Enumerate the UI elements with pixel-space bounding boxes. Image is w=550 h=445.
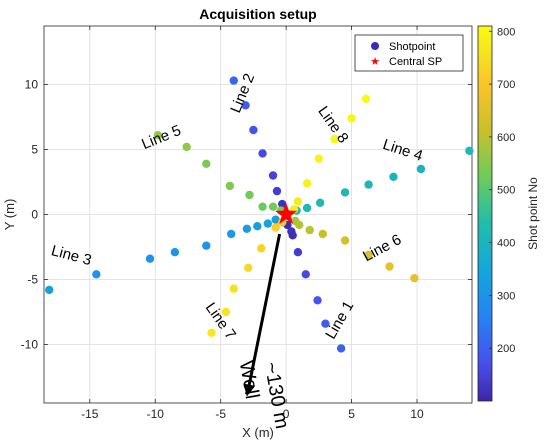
colorbar: 200 300 400 500 600 700 800 Shot point No bbox=[477, 25, 540, 402]
colorbar-tick-label: 300 bbox=[497, 290, 515, 302]
shotpoint bbox=[241, 101, 250, 110]
shotpoint bbox=[229, 76, 238, 85]
central-sp-star bbox=[274, 202, 298, 225]
shotpoint bbox=[272, 186, 282, 196]
shotpoint bbox=[257, 244, 266, 253]
shotpoint bbox=[416, 164, 426, 174]
shotpoint bbox=[410, 274, 419, 283]
shotpoint bbox=[361, 94, 371, 104]
colorbar-tick-label: 700 bbox=[497, 79, 515, 91]
shotpoint bbox=[315, 198, 325, 207]
x-tick-label: -15 bbox=[81, 407, 99, 421]
shotpoint bbox=[45, 285, 54, 295]
colorbar-gradient bbox=[477, 25, 493, 402]
shotpoint bbox=[314, 154, 324, 163]
y-tick-label: 0 bbox=[31, 208, 38, 222]
shotpoint bbox=[226, 229, 236, 239]
well-arrow-shaft bbox=[247, 233, 282, 386]
colorbar-label: Shot point No bbox=[526, 177, 540, 250]
shotpoint bbox=[202, 159, 211, 168]
colorbar-tick-label: 200 bbox=[497, 343, 515, 355]
shotpoint bbox=[293, 248, 303, 257]
well-arrow bbox=[243, 233, 282, 397]
shotpoint bbox=[288, 231, 297, 240]
shotpoint bbox=[340, 236, 350, 245]
legend-marker-shotpoint bbox=[371, 42, 379, 50]
shotpoint bbox=[249, 125, 258, 135]
shotpoint bbox=[318, 229, 327, 239]
well-arrow-head bbox=[243, 383, 256, 397]
colorbar-tick-label: 500 bbox=[497, 185, 515, 197]
shotpoint bbox=[153, 131, 163, 140]
x-axis-label: X (m) bbox=[242, 425, 274, 440]
shotpoint bbox=[295, 220, 304, 230]
x-tick-label: -10 bbox=[147, 407, 165, 421]
legend-label-shotpoint: Shotpoint bbox=[389, 41, 435, 53]
shotpoint bbox=[207, 328, 216, 337]
shotpoint bbox=[145, 254, 155, 263]
shotpoint bbox=[364, 250, 373, 259]
shotpoint bbox=[347, 114, 356, 123]
shotpoint bbox=[258, 202, 267, 211]
y-tick-label: -5 bbox=[27, 273, 38, 287]
shotpoint bbox=[330, 134, 339, 144]
shotpoint bbox=[302, 179, 312, 188]
shotpoint bbox=[302, 203, 312, 213]
shotpoint bbox=[364, 180, 373, 189]
x-tick-label: 10 bbox=[410, 407, 424, 421]
shotpoint bbox=[253, 222, 262, 231]
central-sp-marker bbox=[274, 202, 298, 225]
y-tick-label: 5 bbox=[31, 143, 38, 157]
x-tick-label: -5 bbox=[215, 407, 226, 421]
shotpoint bbox=[268, 171, 278, 180]
shotpoint bbox=[465, 146, 474, 155]
x-tick-label: 0 bbox=[283, 407, 290, 421]
axes-frame bbox=[43, 25, 473, 404]
shotpoint bbox=[336, 344, 346, 353]
shotpoint bbox=[271, 223, 280, 232]
shotpoint bbox=[340, 188, 350, 197]
y-tick-labels: -10 -5 0 5 10 bbox=[21, 78, 39, 352]
shotpoint bbox=[385, 262, 394, 271]
colorbar-tick-label: 800 bbox=[497, 26, 515, 38]
shotpoint bbox=[242, 224, 252, 233]
legend-marker-central-sp: ★ bbox=[370, 56, 380, 68]
shotpoint bbox=[225, 181, 235, 191]
shotpoint bbox=[245, 190, 254, 200]
shotpoint bbox=[293, 197, 303, 206]
shotpoint bbox=[92, 270, 101, 279]
grid bbox=[44, 26, 472, 403]
shotpoint bbox=[301, 270, 310, 279]
shotpoint bbox=[305, 225, 314, 235]
y-tick-label: 10 bbox=[25, 78, 39, 92]
shotpoint bbox=[243, 263, 253, 272]
legend-label-central-sp: Central SP bbox=[389, 56, 442, 68]
shotpoint bbox=[221, 307, 231, 317]
shotpoint bbox=[271, 215, 280, 224]
x-tick-labels: -15 -10 -5 0 5 10 bbox=[81, 407, 424, 421]
y-axis-label: Y (m) bbox=[2, 199, 17, 231]
shotpoint bbox=[389, 172, 398, 181]
shotpoint bbox=[170, 248, 180, 257]
shotpoint bbox=[278, 199, 287, 209]
chart-title: Acquisition setup bbox=[199, 6, 316, 22]
legend: Shotpoint ★ Central SP bbox=[354, 34, 464, 72]
shotpoint bbox=[263, 219, 273, 228]
shotpoint bbox=[202, 241, 211, 250]
y-tick-label: -10 bbox=[21, 338, 39, 352]
shotpoint bbox=[229, 284, 238, 293]
shotpoint bbox=[313, 296, 322, 305]
shotpoints bbox=[45, 76, 474, 353]
shotpoint bbox=[268, 202, 278, 211]
colorbar-tick-label: 400 bbox=[497, 238, 515, 250]
colorbar-ticks: 200 300 400 500 600 700 800 bbox=[489, 26, 515, 355]
shotpoint bbox=[258, 149, 267, 158]
colorbar-tick-label: 600 bbox=[497, 132, 515, 144]
shotpoint bbox=[182, 142, 191, 152]
x-tick-label: 5 bbox=[348, 407, 355, 421]
shotpoint bbox=[321, 319, 330, 328]
